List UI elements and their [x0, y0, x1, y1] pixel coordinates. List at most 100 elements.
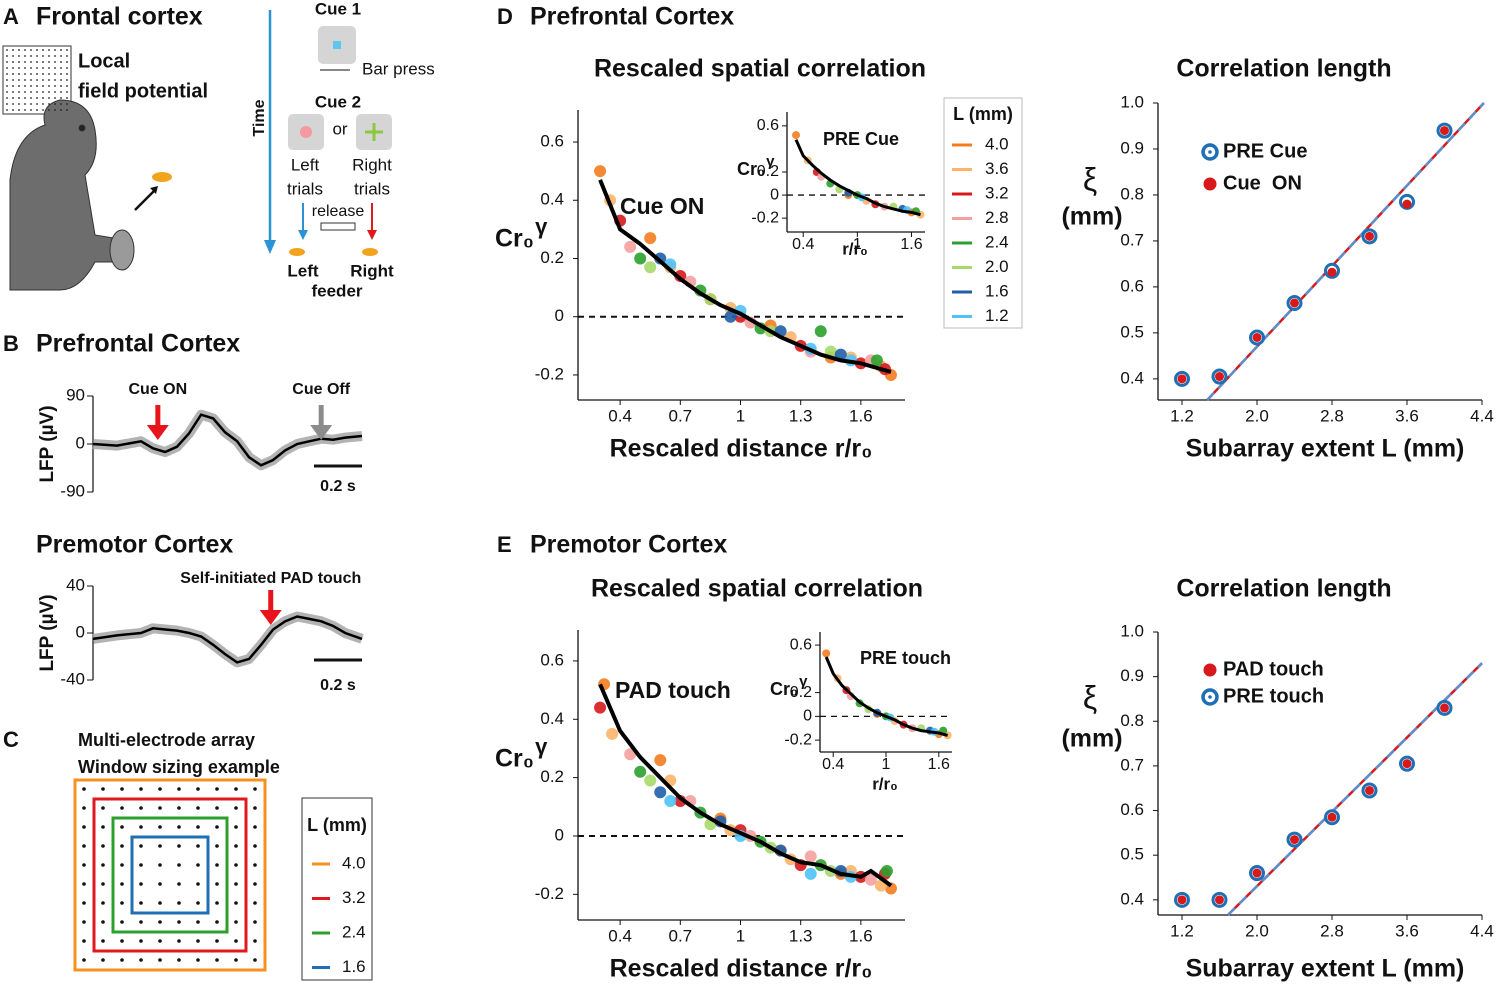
- electrode-dot: [18, 67, 20, 69]
- y-tick-label: 0.6: [540, 650, 564, 669]
- y-tick-label: 0.4: [540, 709, 564, 728]
- electrode-dot: [101, 958, 105, 962]
- electrode-dot: [158, 806, 162, 810]
- y-tick-label: -0.2: [535, 884, 564, 903]
- point: [1365, 785, 1374, 795]
- y-tick-label: 0.6: [540, 132, 564, 151]
- x-tick-label: 2.0: [1245, 921, 1269, 940]
- legend-label: 3.2: [985, 183, 1009, 202]
- electrode-dot: [120, 939, 124, 943]
- panel-c-text: Multi-electrode array: [78, 730, 255, 750]
- electrode-dot: [36, 97, 38, 99]
- point: [624, 240, 637, 253]
- electrode-dot: [12, 85, 14, 87]
- point: [724, 310, 737, 323]
- electrode-dot: [12, 109, 14, 111]
- point: [864, 873, 877, 886]
- y-axis-label: Cr₀: [737, 159, 765, 179]
- y-axis-label-sup: γ: [766, 153, 775, 170]
- trace: [92, 413, 363, 467]
- arrowhead: [298, 230, 308, 240]
- trial-label: trials: [287, 179, 323, 198]
- electrode-dot: [30, 103, 32, 105]
- legend-label: 3.2: [342, 888, 366, 907]
- mean-curve: [794, 139, 921, 217]
- electrode-dot: [101, 901, 105, 905]
- y-tick-label: 0: [555, 306, 564, 325]
- electrode-dot: [253, 958, 257, 962]
- panel-title: Premotor Cortex: [530, 531, 727, 559]
- legend-label: 1.2: [985, 306, 1009, 325]
- y-tick-label: 0.6: [790, 636, 812, 653]
- electrode-dot: [60, 91, 62, 93]
- electrode-dot: [18, 91, 20, 93]
- legend-label: 3.6: [985, 159, 1009, 178]
- electrode-dot: [18, 49, 20, 51]
- panel-letter: C: [3, 727, 19, 752]
- electrode-array: [2, 45, 72, 115]
- point: [594, 165, 607, 178]
- pellet: [289, 248, 305, 256]
- electrode-dot: [60, 49, 62, 51]
- legend-marker: [1203, 177, 1217, 191]
- arrowhead: [367, 230, 377, 240]
- legend-marker: [1208, 695, 1212, 699]
- point: [634, 765, 647, 778]
- electrode-dot: [48, 73, 50, 75]
- y-tick-label: 0.2: [540, 248, 564, 267]
- y-tick-label: 0: [803, 708, 812, 725]
- electrode-dot: [66, 109, 68, 111]
- electrode-dot: [234, 844, 238, 848]
- electrode-dot: [66, 85, 68, 87]
- electrode-dot: [101, 882, 105, 886]
- electrode-dot: [215, 806, 219, 810]
- electrode-dot: [54, 55, 56, 57]
- electrode-dot: [196, 863, 200, 867]
- electrode-dot: [196, 882, 200, 886]
- pellet: [152, 172, 172, 182]
- electrode-dot: [12, 97, 14, 99]
- electrode-dot: [120, 825, 124, 829]
- legend-marker: [1203, 663, 1217, 677]
- electrode-dot: [12, 103, 14, 105]
- electrode-dot: [158, 863, 162, 867]
- electrode-dot: [6, 91, 8, 93]
- electrode-dot: [36, 79, 38, 81]
- y-axis-label: ξ: [1083, 679, 1097, 715]
- panel-letter: A: [3, 4, 19, 29]
- electrode-dot: [60, 97, 62, 99]
- electrode-dot: [139, 882, 143, 886]
- point: [822, 649, 831, 658]
- electrode-dot: [196, 844, 200, 848]
- legend-label: Cue ON: [1223, 172, 1302, 194]
- x-tick-label: 1: [853, 236, 862, 253]
- annotation: PRE Cue: [823, 129, 899, 149]
- electrode-dot: [30, 73, 32, 75]
- pellet: [362, 248, 378, 256]
- point: [1327, 812, 1337, 822]
- panel-title: Frontal cortex: [36, 3, 203, 31]
- electrode-dot: [177, 863, 181, 867]
- electrode-dot: [196, 958, 200, 962]
- x-axis-label: Subarray extent L (mm): [1186, 435, 1465, 463]
- x-tick-label: 1: [882, 756, 891, 773]
- electrode-dot: [101, 787, 105, 791]
- electrode-dot: [54, 73, 56, 75]
- y-tick-label: 0.4: [1120, 889, 1144, 908]
- y-tick-label: 0.7: [1120, 755, 1144, 774]
- y-tick-label: 0.6: [1120, 276, 1144, 295]
- electrode-dot: [177, 806, 181, 810]
- y-tick-label: 0.2: [757, 163, 779, 180]
- legend-title: L (mm): [953, 104, 1013, 124]
- point: [792, 131, 801, 140]
- electrode-dot: [60, 109, 62, 111]
- electrode-dot: [82, 806, 86, 810]
- point: [1402, 759, 1412, 769]
- y-tick-label: 0.4: [1120, 368, 1144, 387]
- electrode-dot: [139, 844, 143, 848]
- electrode-dot: [36, 91, 38, 93]
- electrode-dot: [54, 97, 56, 99]
- y-tick-label: 0.6: [1120, 800, 1144, 819]
- electrode-dot: [196, 939, 200, 943]
- x-tick-label: 3.6: [1395, 406, 1419, 425]
